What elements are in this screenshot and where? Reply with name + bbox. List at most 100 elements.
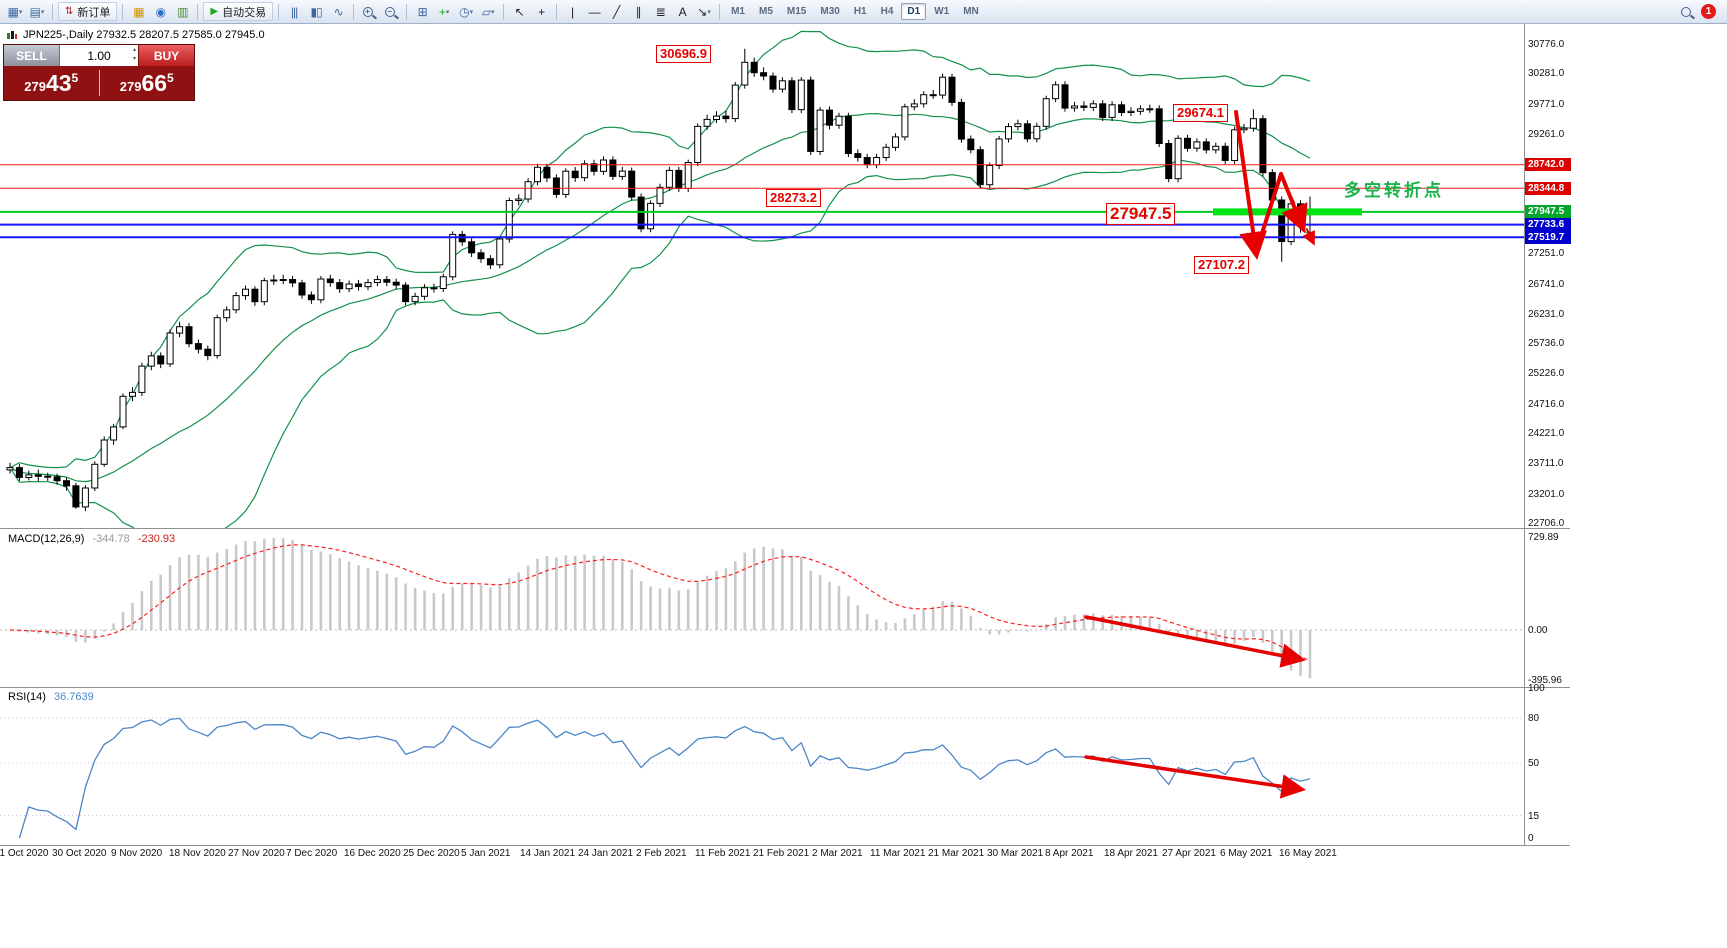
fibonacci-icon[interactable]: ≣ bbox=[650, 2, 670, 21]
date-axis-label: 16 May 2021 bbox=[1279, 848, 1337, 859]
timeframe-d1[interactable]: D1 bbox=[901, 3, 927, 20]
arrows-icon[interactable]: ↘ ▾ bbox=[694, 2, 714, 21]
date-axis-label: 21 Oct 2020 bbox=[0, 848, 49, 859]
price-axis-label: 23711.0 bbox=[1528, 458, 1564, 469]
channel-icon: ∥ bbox=[635, 4, 642, 19]
chevron-down-icon: ▾ bbox=[40, 8, 45, 16]
trendline-icon: ╱ bbox=[612, 4, 620, 19]
horizontal-line-icon[interactable]: — bbox=[584, 2, 604, 21]
zoom-in-icon[interactable]: + bbox=[359, 2, 379, 21]
date-axis-label: 2 Feb 2021 bbox=[636, 848, 687, 859]
navigator-icon[interactable]: ◉ bbox=[150, 2, 170, 21]
date-axis-label: 21 Mar 2021 bbox=[928, 848, 985, 859]
crosshair-icon[interactable]: + bbox=[531, 2, 551, 21]
buy-button[interactable]: BUY bbox=[138, 45, 194, 66]
price-axis-label: 30776.0 bbox=[1528, 39, 1565, 50]
chevron-down-icon: ▾ bbox=[490, 8, 495, 16]
timeframe-m5[interactable]: M5 bbox=[759, 6, 773, 17]
terminal-icon[interactable]: ▥ bbox=[172, 2, 192, 21]
new-chart-icon[interactable]: ▦ ▾ bbox=[5, 2, 25, 21]
timeframe-w1[interactable]: W1 bbox=[934, 6, 950, 17]
price-axis-label: 25736.0 bbox=[1528, 338, 1565, 349]
panel-separator[interactable] bbox=[0, 687, 1570, 688]
buy-price[interactable]: 279665 bbox=[119, 69, 174, 96]
date-axis-label: 8 Apr 2021 bbox=[1045, 848, 1094, 859]
templates-icon[interactable]: ▱ ▾ bbox=[478, 2, 498, 21]
toolbar-separator bbox=[278, 3, 280, 20]
date-axis-label: 14 Jan 2021 bbox=[520, 848, 576, 859]
price-annotation[interactable]: 27107.2 bbox=[1194, 256, 1249, 274]
cursor-icon[interactable]: ↖ bbox=[509, 2, 529, 21]
price-annotation[interactable]: 28273.2 bbox=[766, 189, 821, 207]
arrows-icon: ↘ bbox=[697, 4, 707, 19]
toolbar-separator bbox=[556, 3, 558, 20]
toolbar-separator bbox=[197, 3, 199, 20]
sell-button[interactable]: SELL bbox=[4, 45, 60, 66]
profiles-icon[interactable]: ▤ ▾ bbox=[27, 2, 47, 21]
text-icon[interactable]: A bbox=[672, 2, 692, 21]
autotrading-button-label: 自动交易 bbox=[222, 6, 267, 19]
periods-icon[interactable]: ◷ ▾ bbox=[456, 2, 476, 21]
timeframe-m30[interactable]: M30 bbox=[820, 6, 840, 17]
autotrading-button[interactable]: ▶ 自动交易 bbox=[203, 2, 274, 21]
indicators-icon[interactable]: + ▾ bbox=[434, 2, 454, 21]
candlestick-chart-icon[interactable]: ▮▯ bbox=[306, 2, 326, 21]
navigator-icon: ◉ bbox=[155, 4, 167, 19]
timeframe-h1[interactable]: H1 bbox=[853, 6, 867, 17]
vertical-line-icon[interactable]: | bbox=[562, 2, 582, 21]
timeframe-m15[interactable]: M15 bbox=[786, 6, 807, 17]
panel-separator[interactable] bbox=[0, 528, 1570, 529]
rsi-axis-label: 0 bbox=[1528, 833, 1534, 844]
market-watch-icon: ▦ bbox=[133, 4, 144, 19]
channel-icon[interactable]: ∥ bbox=[628, 2, 648, 21]
date-axis-label: 2 Mar 2021 bbox=[812, 848, 863, 859]
zoom-out-icon: − bbox=[384, 6, 395, 17]
vertical-line-icon: | bbox=[571, 4, 574, 19]
crosshair-icon: + bbox=[538, 4, 545, 19]
search-icon[interactable] bbox=[1677, 2, 1697, 21]
volume-spinner[interactable]: ▴ ▾ bbox=[132, 47, 136, 62]
timeframe-m1[interactable]: M1 bbox=[731, 6, 745, 17]
date-axis-label: 11 Mar 2021 bbox=[870, 848, 926, 859]
date-axis-label: 9 Nov 2020 bbox=[111, 848, 163, 859]
new-order-button[interactable]: ⇅ 新订单 bbox=[58, 2, 118, 21]
date-axis-label: 11 Feb 2021 bbox=[695, 848, 751, 859]
toolbar-separator bbox=[503, 3, 505, 20]
bar-chart-icon[interactable]: ||| bbox=[284, 2, 304, 21]
macd-panel[interactable] bbox=[0, 529, 1524, 687]
timeframe-mn[interactable]: MN bbox=[963, 6, 979, 17]
price-axis-label: 23201.0 bbox=[1528, 489, 1565, 500]
date-axis-label: 27 Apr 2021 bbox=[1162, 848, 1216, 859]
rsi-panel[interactable] bbox=[0, 688, 1524, 845]
notification-badge[interactable]: 1 bbox=[1701, 4, 1716, 19]
search-icon bbox=[1680, 6, 1691, 17]
volume-input[interactable]: 1.00 ▴ ▾ bbox=[60, 45, 138, 66]
timeframe-h4[interactable]: H4 bbox=[880, 6, 894, 17]
price-chart[interactable] bbox=[0, 24, 1524, 528]
tile-windows-icon[interactable]: ⊞ bbox=[412, 2, 432, 21]
price-tag: 28344.8 bbox=[1525, 182, 1571, 195]
line-chart-icon[interactable]: ∿ bbox=[328, 2, 348, 21]
time-axis-line bbox=[0, 845, 1570, 846]
sell-price[interactable]: 279435 bbox=[24, 69, 79, 96]
price-annotation[interactable]: 29674.1 bbox=[1173, 104, 1228, 122]
price-annotation[interactable]: 30696.9 bbox=[656, 45, 711, 63]
date-axis-label: 16 Dec 2020 bbox=[344, 848, 401, 859]
horizontal-line-icon: — bbox=[588, 4, 601, 19]
price-axis-label: 29261.0 bbox=[1528, 129, 1565, 140]
bar-chart-icon: ||| bbox=[290, 4, 298, 19]
turning-point-label[interactable]: 多空转折点 bbox=[1344, 181, 1444, 200]
price-axis-label: 27251.0 bbox=[1528, 248, 1565, 259]
market-watch-icon[interactable]: ▦ bbox=[128, 2, 148, 21]
date-axis-label: 18 Nov 2020 bbox=[169, 848, 226, 859]
price-axis-label: 24716.0 bbox=[1528, 399, 1565, 410]
zoom-out-icon[interactable]: − bbox=[381, 2, 401, 21]
toolbar-separator bbox=[122, 3, 124, 20]
macd-header: MACD(12,26,9) -344.78 -230.93 bbox=[8, 533, 175, 545]
trendline-icon[interactable]: ╱ bbox=[606, 2, 626, 21]
macd-main-value: -344.78 bbox=[92, 533, 130, 545]
price-annotation[interactable]: 27947.5 bbox=[1106, 203, 1176, 226]
new-order-button-label: 新订单 bbox=[77, 6, 111, 19]
